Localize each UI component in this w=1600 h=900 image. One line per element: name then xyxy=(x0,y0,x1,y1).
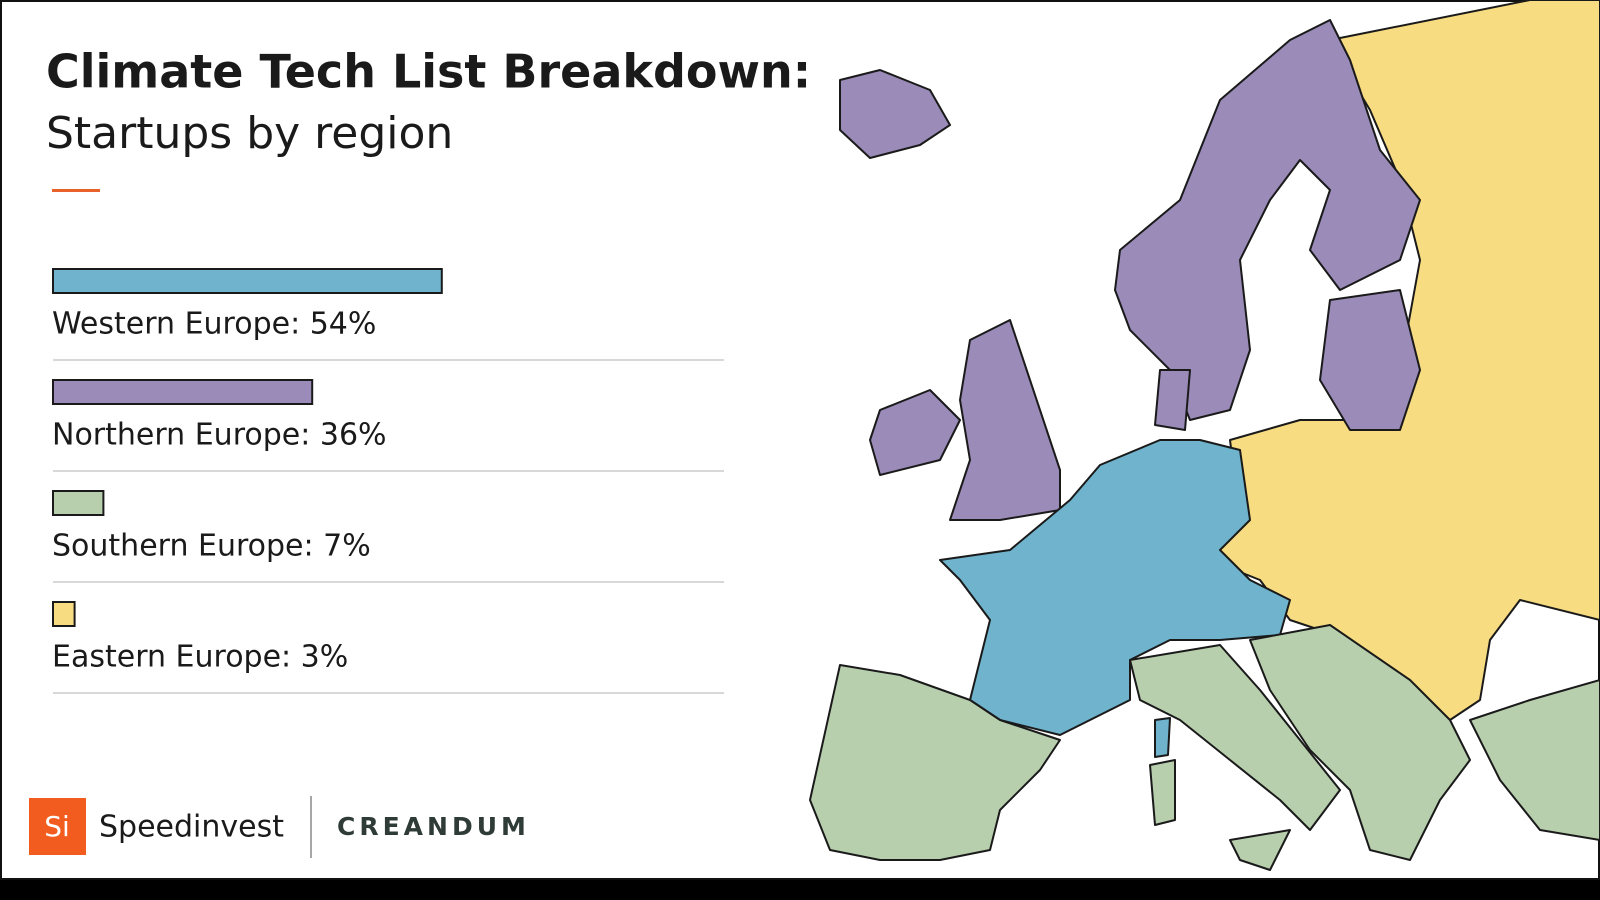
uk-region xyxy=(949,319,1061,521)
bar xyxy=(52,601,76,627)
italy-region xyxy=(1129,644,1341,831)
accent-line xyxy=(52,189,100,192)
denmark-region xyxy=(1154,369,1191,431)
sicily-region xyxy=(1229,829,1291,871)
bar xyxy=(52,268,443,294)
ireland-region xyxy=(869,389,961,476)
sardinia-region xyxy=(1149,759,1176,826)
bar xyxy=(52,490,105,516)
speedinvest-mark: Si xyxy=(44,810,70,843)
bar-list: Western Europe: 54% Northern Europe: 36% S… xyxy=(52,268,724,694)
chart-title: Climate Tech List Breakdown: xyxy=(46,45,811,99)
bar-label: Western Europe: 54% xyxy=(52,307,376,342)
balkans-region xyxy=(1249,624,1471,861)
chart-subtitle: Startups by region xyxy=(46,108,453,159)
bar-label: Northern Europe: 36% xyxy=(52,418,387,453)
iceland-region xyxy=(839,69,951,159)
bar xyxy=(52,379,314,405)
corsica-region xyxy=(1154,717,1171,758)
bottom-strip xyxy=(0,880,1600,900)
creandum-logo: CREANDUM xyxy=(337,812,530,841)
bar-label: Eastern Europe: 3% xyxy=(52,640,348,675)
speedinvest-logo-box xyxy=(29,798,86,855)
bar-label: Southern Europe: 7% xyxy=(52,529,371,564)
baltics-region xyxy=(1319,289,1421,431)
turkey-region xyxy=(1469,679,1600,841)
europe-map xyxy=(809,0,1600,871)
iberia-region xyxy=(809,664,1061,861)
speedinvest-logo: Speedinvest xyxy=(99,810,284,845)
